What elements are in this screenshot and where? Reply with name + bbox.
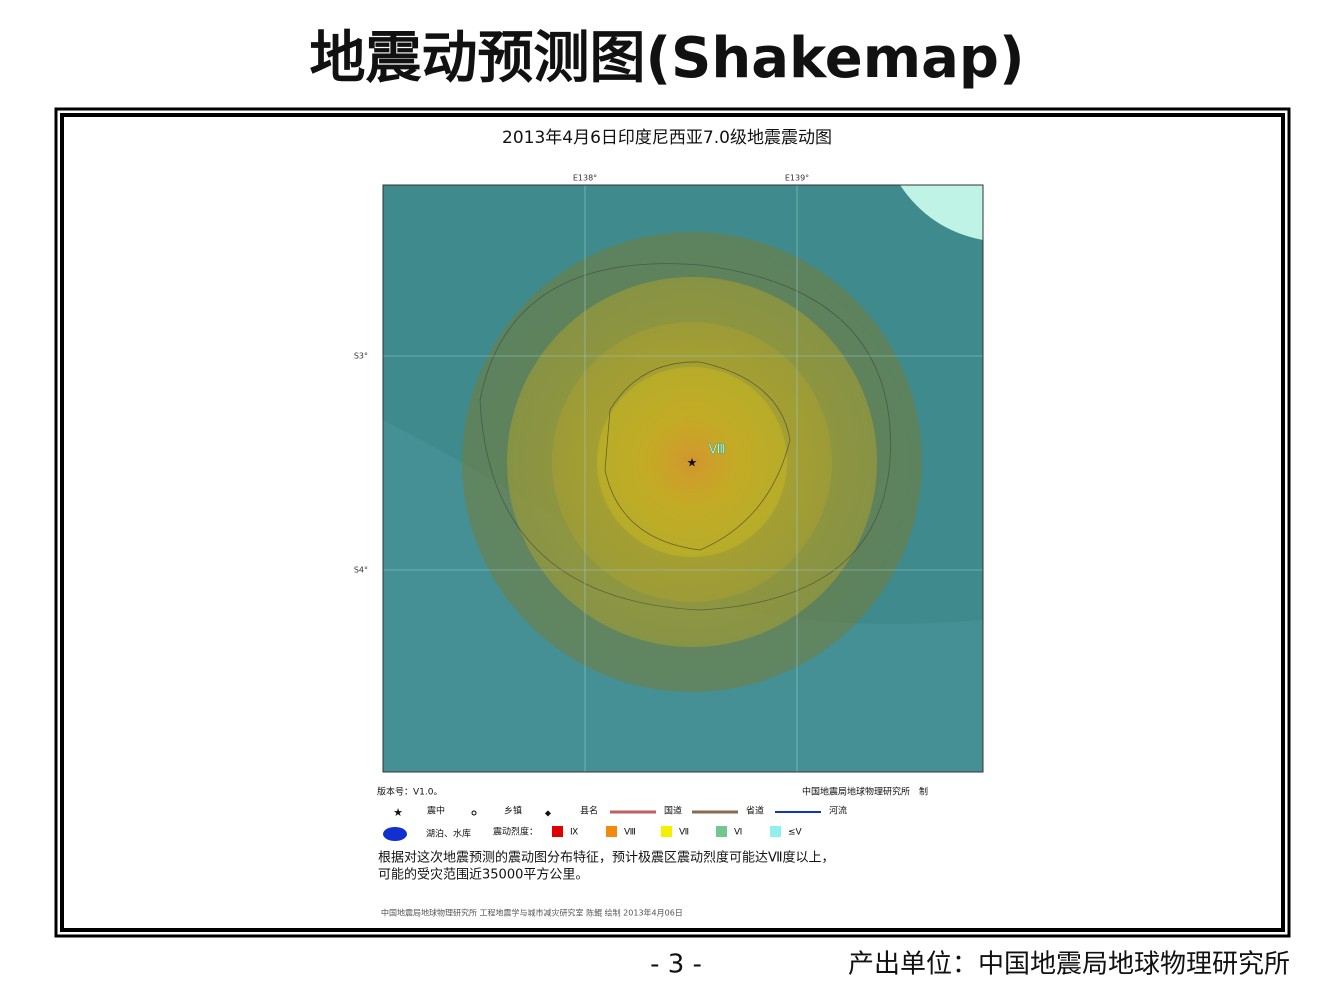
intensity-title: 震动烈度： [493,826,538,838]
credit: 中国地震局地球物理研究所 工程地震学与城市减灾研究室 陈鲲 绘制 2013年4月… [381,908,683,918]
page-number: - 3 - [650,950,702,980]
lat-label: S3° [354,352,368,361]
legend-label: 河流 [829,805,847,817]
description: 根据对这次地震预测的震动图分布特征，预计极震区震动烈度可能达Ⅶ度以上， [378,850,835,866]
version: 版本号：V1.0。 [377,786,442,798]
map-border [382,184,984,773]
intensity-label: ≤Ⅴ [788,828,803,838]
intensity-label: Ⅶ [679,828,689,838]
lon-label: E139° [785,174,809,183]
map-title: 2013年4月6日印度尼西亚7.0级地震震动图 [502,128,832,148]
legend-label: 国道 [664,805,682,817]
intensity-label: Ⅵ [734,828,742,838]
producer: 产出单位：中国地震局地球物理研究所 [848,950,1290,980]
svg-text:★: ★ [393,806,403,819]
intensity-label: Ⅷ [708,443,725,458]
description: 可能的受灾范围近35000平方公里。 [378,867,588,883]
legend-label: 湖泊、水库 [426,828,471,840]
legend-label: 震中 [427,805,445,817]
intensity-label: Ⅸ [570,828,578,838]
legend-label: 省道 [746,805,764,817]
maker: 中国地震局地球物理研究所 制 [802,786,928,798]
legend-label: 乡镇 [504,805,522,817]
lon-label: E138° [573,174,597,183]
legend: ★ 震中 乡镇 ◆ 县名 国道 省道 河流 湖泊、水库 震动烈度： Ⅸ Ⅷ Ⅶ … [383,805,847,841]
slide-title: 地震动预测图(Shakemap) [309,26,1024,91]
svg-text:★: ★ [687,456,698,470]
legend-label: 县名 [580,805,598,817]
lat-label: S4° [354,566,368,575]
map: ★ [383,185,983,772]
intensity-label: Ⅷ [624,828,636,838]
svg-text:◆: ◆ [545,809,552,818]
frame-inner [60,113,1285,932]
frame-outer [54,107,1291,938]
